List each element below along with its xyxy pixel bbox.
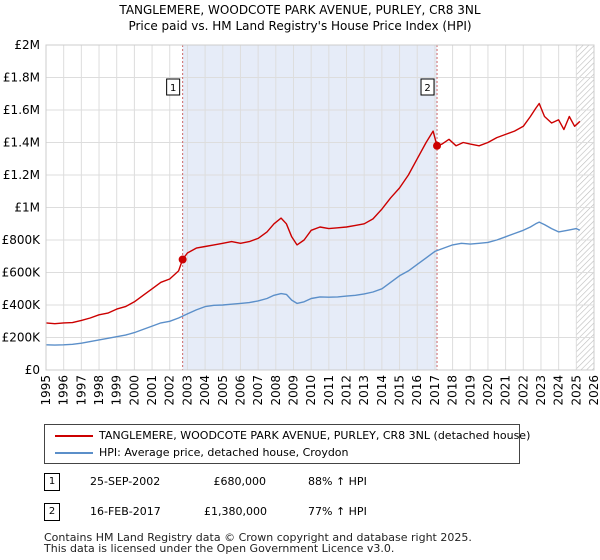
x-tick-label: 2012 [340, 375, 354, 406]
x-tick-label: 2025 [569, 375, 583, 406]
legend-label-hpi: HPI: Average price, detached house, Croy… [99, 446, 349, 459]
x-tick-label: 2010 [304, 375, 318, 406]
x-tick-label: 2017 [428, 375, 442, 406]
y-tick-label: £2M [14, 38, 40, 52]
chart-title: TANGLEMERE, WOODCOTE PARK AVENUE, PURLEY… [118, 3, 480, 17]
sale-badge-1 [166, 78, 181, 96]
x-tick-label: 2013 [357, 375, 371, 406]
x-tick-label: 2014 [375, 375, 389, 406]
transaction-price: £680,000 [213, 475, 267, 488]
y-tick-label: £600K [2, 266, 42, 280]
x-tick-label: 2015 [393, 375, 407, 406]
x-tick-label: 2024 [552, 375, 566, 406]
x-tick-label: 1998 [92, 375, 106, 406]
x-tick-label: 2018 [446, 375, 460, 406]
x-axis-ticks: 1995 1996 1997 1998 1999 2000 2001 2002 2003 2004… [39, 375, 600, 406]
x-tick-label: 2002 [163, 375, 177, 406]
transaction-date: 25-SEP-2002 [90, 475, 161, 488]
y-tick-label: £200K [2, 331, 42, 345]
x-tick-label: 2004 [198, 375, 212, 406]
legend-swatch-property [55, 435, 93, 437]
x-tick-label: 2005 [216, 375, 230, 406]
x-tick-label: 2023 [534, 375, 548, 406]
sale-badge-label-2: 2 [424, 83, 430, 94]
series-lines [45, 102, 581, 346]
x-tick-label: 1997 [74, 375, 88, 406]
x-tick-label: 2026 [587, 375, 600, 406]
footer-licence: This data is licensed under the Open Gov… [44, 542, 395, 555]
transaction-price: £1,380,000 [204, 505, 267, 518]
y-tick-label: £0 [25, 363, 40, 377]
legend-swatch-hpi [55, 452, 93, 454]
y-tick-label: £1.6M [3, 103, 40, 117]
x-tick-label: 2019 [463, 375, 477, 406]
transaction-number: 1 [44, 473, 60, 491]
x-tick-label: 2020 [481, 375, 495, 406]
legend: TANGLEMERE, WOODCOTE PARK AVENUE, PURLEY… [44, 424, 530, 464]
x-tick-label: 1995 [39, 375, 53, 406]
x-tick-label: 2008 [269, 375, 283, 406]
y-tick-label: £1.4M [3, 136, 40, 150]
transaction-number: 2 [44, 503, 60, 521]
x-tick-label: 2021 [499, 375, 513, 406]
x-tick-label: 2016 [410, 375, 424, 406]
x-tick-label: 2011 [322, 375, 336, 406]
transaction-hpi: 77% ↑ HPI [308, 505, 367, 518]
y-tick-label: £1.2M [3, 168, 40, 182]
transaction-date: 16-FEB-2017 [90, 505, 161, 518]
sale-point-1 [178, 255, 187, 264]
x-tick-label: 2007 [251, 375, 265, 406]
hpi-line [45, 221, 581, 346]
footer: Contains HM Land Registry data © Crown c… [44, 532, 472, 554]
x-tick-label: 2000 [127, 375, 141, 406]
sale-point-2 [433, 141, 442, 150]
y-tick-label: £1.8M [3, 71, 40, 85]
x-tick-label: 2022 [516, 375, 530, 406]
price-chart: TANGLEMERE, WOODCOTE PARK AVENUE, PURLEY… [2, 3, 600, 406]
chart-subtitle: Price paid vs. HM Land Registry's House … [128, 19, 471, 33]
x-tick-label: 2001 [145, 375, 159, 406]
x-tick-label: 2006 [233, 375, 247, 406]
y-axis-ticks: £0 £200K £400K £600K £800K £1M £1.2M £1.4M £1.6M… [2, 38, 42, 377]
sale-badge-label-1: 1 [170, 83, 176, 94]
y-tick-label: £800K [2, 233, 42, 247]
property-price-line [45, 102, 581, 325]
legend-label-property: TANGLEMERE, WOODCOTE PARK AVENUE, PURLEY… [99, 429, 531, 442]
footer-copyright: Contains HM Land Registry data © Crown c… [44, 531, 472, 544]
sale-badge-2 [420, 78, 435, 96]
x-tick-label: 2003 [180, 375, 194, 406]
y-tick-label: £400K [2, 298, 42, 312]
x-tick-label: 1996 [57, 375, 71, 406]
transaction-hpi: 88% ↑ HPI [308, 475, 367, 488]
x-tick-label: 2009 [286, 375, 300, 406]
plot-border [45, 44, 595, 371]
x-tick-label: 1999 [110, 375, 124, 406]
y-tick-label: £1M [14, 201, 40, 215]
